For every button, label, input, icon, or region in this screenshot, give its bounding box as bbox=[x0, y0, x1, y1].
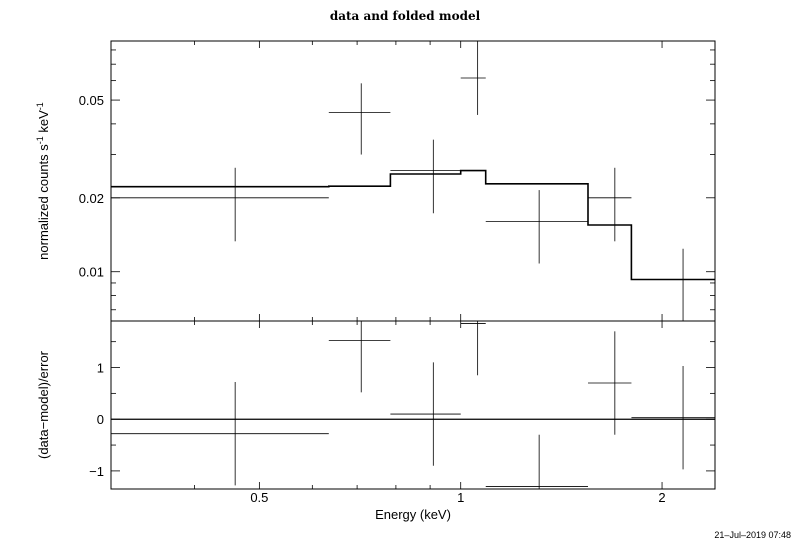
top-y-ticks: 0.01 0.02 0.05 bbox=[79, 49, 715, 311]
residual-point bbox=[328, 321, 391, 393]
y-tick-label: −1 bbox=[89, 464, 104, 479]
data-point bbox=[460, 41, 486, 115]
data-point bbox=[485, 190, 589, 264]
folded-model-line bbox=[111, 169, 715, 281]
y-tick-label: 0 bbox=[97, 412, 104, 427]
x-tick-label: 2 bbox=[658, 490, 665, 505]
timestamp: 21–Jul–2019 07:48 bbox=[714, 530, 791, 540]
residual-point bbox=[111, 381, 329, 486]
data-point bbox=[631, 248, 715, 321]
residual-point bbox=[390, 362, 461, 466]
data-points bbox=[111, 41, 715, 321]
data-point bbox=[390, 139, 461, 214]
bottom-plot-frame bbox=[110, 320, 716, 490]
residual-panel: −1 0 1 (data−model)/error bbox=[36, 320, 716, 490]
x-axis-label: Energy (keV) bbox=[375, 507, 451, 522]
y-tick-label: 0.02 bbox=[79, 191, 104, 206]
y-tick-label: 0.05 bbox=[79, 93, 104, 108]
bottom-y-ticks: −1 0 1 bbox=[89, 341, 715, 479]
y-tick-label: 0.01 bbox=[79, 265, 104, 280]
residual-point bbox=[631, 365, 715, 470]
model-step-path bbox=[111, 169, 715, 281]
top-plot-frame bbox=[110, 40, 716, 322]
residual-point bbox=[460, 321, 486, 376]
residual-point bbox=[588, 331, 632, 435]
bottom-y-axis-label: (data−model)/error bbox=[36, 350, 51, 459]
chart-title: data and folded model bbox=[330, 9, 481, 23]
data-point bbox=[111, 167, 329, 242]
x-axis-ticks: 0.5 1 2 bbox=[110, 41, 666, 505]
residual-points bbox=[111, 321, 715, 489]
y-tick-label: 1 bbox=[97, 361, 104, 376]
residual-point bbox=[485, 434, 589, 489]
data-point bbox=[328, 83, 391, 155]
x-tick-label: 1 bbox=[457, 490, 464, 505]
x-tick-label: 0.5 bbox=[250, 490, 268, 505]
spectrum-panel: 0.01 0.02 0.05 normalized counts s-1 keV-1 bbox=[35, 40, 716, 322]
top-y-axis-label: normalized counts s-1 keV-1 bbox=[35, 102, 51, 260]
data-point bbox=[588, 167, 632, 242]
